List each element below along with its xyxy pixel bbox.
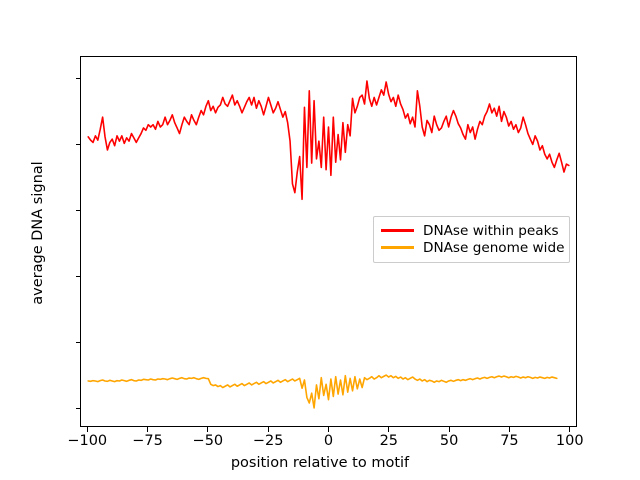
- x-tick-mark: [86, 427, 88, 432]
- x-tick-label: 25: [379, 433, 399, 449]
- line-series-dnase-within-peaks: [87, 80, 570, 201]
- x-tick-label: 100: [555, 433, 584, 449]
- x-tick-label: 0: [323, 433, 334, 449]
- legend-item-dnase-genome-wide[interactable]: DNAse genome wide: [381, 239, 565, 256]
- x-tick-label: −75: [132, 433, 163, 449]
- x-tick-mark: [267, 427, 269, 432]
- line-series-dnase-genome-wide: [87, 374, 558, 409]
- legend-label: DNAse genome wide: [423, 239, 565, 256]
- x-tick-label: −50: [192, 433, 224, 449]
- x-tick-label: −100: [67, 433, 108, 449]
- y-tick-mark: [75, 210, 80, 212]
- legend-label: DNAse within peaks: [423, 222, 559, 239]
- x-tick-mark: [388, 427, 390, 432]
- chart-svg: [87, 80, 570, 409]
- legend-color-swatch-orange: [381, 246, 414, 249]
- x-tick-mark: [569, 427, 571, 432]
- y-tick-mark: [75, 276, 80, 278]
- y-tick-mark: [75, 77, 80, 80]
- x-axis-label: position relative to motif: [230, 455, 410, 471]
- x-tick-label: 50: [439, 433, 459, 449]
- legend-item-dnase-within-peaks[interactable]: DNAse within peaks: [381, 222, 562, 239]
- y-axis-label: average DNA signal: [30, 161, 46, 305]
- x-tick-label: −25: [252, 433, 284, 449]
- x-tick-mark: [508, 427, 511, 432]
- x-tick-mark: [328, 427, 330, 432]
- y-tick-mark: [75, 144, 80, 146]
- x-tick-mark: [207, 427, 209, 432]
- x-tick-label: 75: [500, 433, 519, 449]
- x-tick-mark: [448, 427, 450, 432]
- x-tick-mark: [147, 427, 149, 432]
- y-tick-mark: [75, 342, 80, 344]
- legend-color-swatch-red: [381, 229, 414, 232]
- chart-legend[interactable]: DNAse within peaks DNAse genome wide: [373, 216, 570, 263]
- y-tick-mark: [75, 408, 80, 410]
